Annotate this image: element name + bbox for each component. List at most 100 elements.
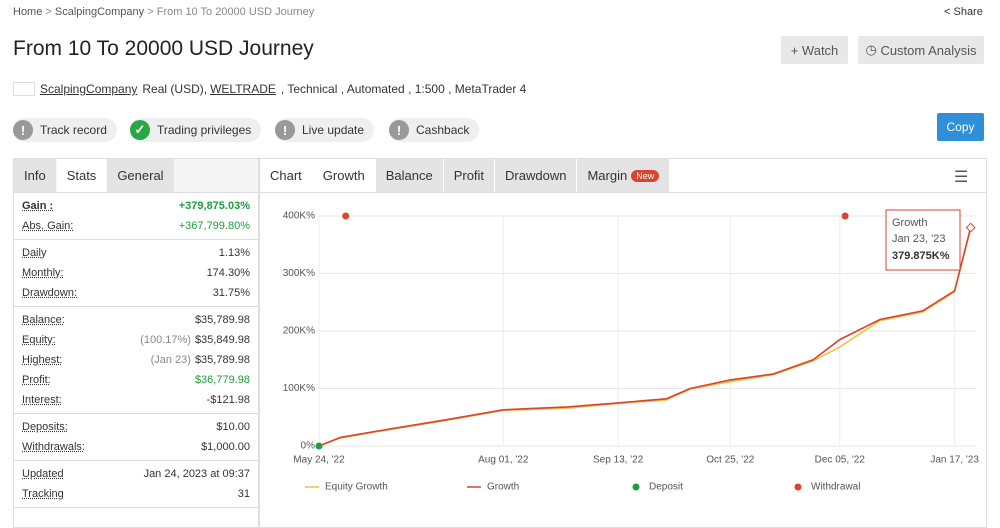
tab[interactable]: General xyxy=(107,159,174,192)
event-marker xyxy=(841,212,849,220)
y-tick-label: 100K% xyxy=(283,383,315,394)
tab-label: Balance xyxy=(385,168,433,183)
stat-value: 174.30% xyxy=(206,267,250,279)
crumb[interactable]: Home xyxy=(13,6,43,18)
stat-value-wrap: 31.75% xyxy=(213,287,250,299)
badge-icon: ! xyxy=(389,120,409,140)
tab[interactable]: Chart xyxy=(260,159,312,192)
stat-row: Daily 1.13% xyxy=(22,243,250,263)
tab[interactable]: Margin New xyxy=(577,159,670,192)
stat-value: +367,799.80% xyxy=(178,220,250,232)
stat-label: Daily xyxy=(22,247,47,259)
stat-value-wrap: +379,875.03% xyxy=(179,200,250,212)
watch-button[interactable]: + Watch xyxy=(781,36,848,64)
badge: ✓ Trading privileges xyxy=(130,118,262,142)
badge-label: Live update xyxy=(302,123,365,137)
y-tick-label: 400K% xyxy=(283,211,315,222)
stat-value: +379,875.03% xyxy=(178,200,250,212)
badge-icon: ✓ xyxy=(130,120,150,140)
legend-label: Growth xyxy=(487,482,519,493)
tab[interactable]: Stats xyxy=(56,159,107,192)
tab-label: Chart xyxy=(270,168,302,183)
copy-button[interactable]: Copy xyxy=(937,113,984,141)
stat-row: Withdrawals: $1,000.00 xyxy=(22,437,250,457)
stat-value: Jan 24, 2023 at 09:37 xyxy=(143,468,250,480)
chart: 0% 100K% 200K% 300K% 400K% May 24, '22 Aug 01,… xyxy=(283,209,979,493)
crumb[interactable]: ScalpingCompany xyxy=(54,6,145,18)
stat-value-wrap: (Jan 23) $35,789.98 xyxy=(151,354,250,366)
tooltip-series: Growth xyxy=(892,217,927,229)
crumb: From 10 To 20000 USD Journey xyxy=(156,6,315,18)
badge: ! Track record xyxy=(13,118,117,142)
badge: ! Live update xyxy=(275,118,375,142)
tab-label: Drawdown xyxy=(505,168,567,183)
tabs: Info Stats General xyxy=(14,159,258,193)
badge: ! Cashback xyxy=(389,118,480,142)
stat-row: Highest: (Jan 23) $35,789.98 xyxy=(22,350,250,370)
share-label: Share xyxy=(953,6,983,18)
badge-label: Track record xyxy=(40,123,107,137)
account: Real (USD), xyxy=(142,82,208,96)
tooltip-date: Jan 23, '23 xyxy=(892,233,945,245)
y-tick-label: 300K% xyxy=(283,268,315,279)
stat-row: Interest: -$121.98 xyxy=(22,390,250,410)
info-line: ScalpingCompany Real (USD), WELTRADE , T… xyxy=(13,82,526,96)
stat-label: Withdrawals: xyxy=(22,441,85,453)
x-tick-label: May 24, '22 xyxy=(293,455,345,466)
settings-icon[interactable]: ☰ xyxy=(954,169,969,186)
badge-icon: ! xyxy=(13,120,33,140)
tab[interactable]: Info xyxy=(14,159,56,192)
x-tick-label: Aug 01, '22 xyxy=(478,455,529,466)
stat-label: Gain : xyxy=(22,200,54,212)
stat-label: Equity: xyxy=(22,334,56,346)
stat-value: $10.00 xyxy=(216,421,250,433)
stat-value-wrap: $1,000.00 xyxy=(201,441,250,453)
stat-group: Deposits: $10.00 Withdrawals: $1,000.00 xyxy=(14,414,258,461)
stat-value: $35,849.98 xyxy=(194,334,250,346)
stat-value-wrap: 31 xyxy=(238,488,250,500)
stat-row: Balance: $35,789.98 xyxy=(22,310,250,330)
stat-label: Profit: xyxy=(22,374,51,386)
broker[interactable]: WELTRADE xyxy=(210,82,276,96)
tab[interactable]: Profit xyxy=(443,159,495,192)
tab-label: Margin xyxy=(587,168,628,183)
stat-value-wrap: -$121.98 xyxy=(207,394,250,406)
breadcrumb: Home > ScalpingCompany > From 10 To 2000… xyxy=(13,6,315,18)
tab[interactable]: Drawdown xyxy=(495,159,577,192)
stat-value-wrap: Jan 24, 2023 at 09:37 xyxy=(144,468,250,480)
stat-value-wrap: $10.00 xyxy=(216,421,250,433)
legend-label: Equity Growth xyxy=(325,482,388,493)
stat-group: Daily 1.13% Monthly: 174.30% Drawdown: 31.75% xyxy=(14,240,258,307)
tab-label: Stats xyxy=(66,168,97,183)
badge-label: Cashback xyxy=(416,123,470,137)
stat-value-wrap: (100.17%) $35,849.98 xyxy=(140,334,250,346)
owner[interactable]: ScalpingCompany xyxy=(40,82,138,96)
stat-label: Interest: xyxy=(22,394,62,406)
stat-value: $35,789.98 xyxy=(194,314,250,326)
stat-note: (Jan 23) xyxy=(150,354,191,366)
details: , Technical , Automated , 1:500 , MetaTr… xyxy=(280,82,527,96)
line-series xyxy=(318,227,972,447)
share[interactable]: < Share xyxy=(944,6,983,18)
label: Copy xyxy=(946,120,975,134)
stat-row: Monthly: 174.30% xyxy=(22,263,250,283)
stats: Gain : +379,875.03% Abs. Gain: +367,799.80%… xyxy=(14,193,258,508)
stat-label: Balance: xyxy=(22,314,65,326)
event-marker xyxy=(315,442,323,450)
tooltip-box xyxy=(885,209,961,271)
tab[interactable]: Balance xyxy=(375,159,443,192)
stat-row: Profit: $36,779.98 xyxy=(22,370,250,390)
logo xyxy=(13,82,35,96)
tab[interactable]: Growth xyxy=(312,159,375,192)
tooltip-value: 379.875K% xyxy=(892,250,950,262)
stat-value: $36,779.98 xyxy=(194,374,250,386)
x-tick-label: Jan 17, '23 xyxy=(930,455,979,466)
analysis-button[interactable]: ◷ Custom Analysis xyxy=(858,36,984,64)
stat-note: (100.17%) xyxy=(140,334,191,346)
stats-panel: Info Stats General Gain : +379,875.03% Abs. … xyxy=(13,158,259,528)
x-tick-label: Sep 13, '22 xyxy=(593,455,644,466)
label: Watch xyxy=(801,42,839,58)
stat-value: 31.75% xyxy=(212,287,250,299)
stat-value-wrap: 1.13% xyxy=(219,247,250,259)
stat-value: $1,000.00 xyxy=(201,441,250,453)
